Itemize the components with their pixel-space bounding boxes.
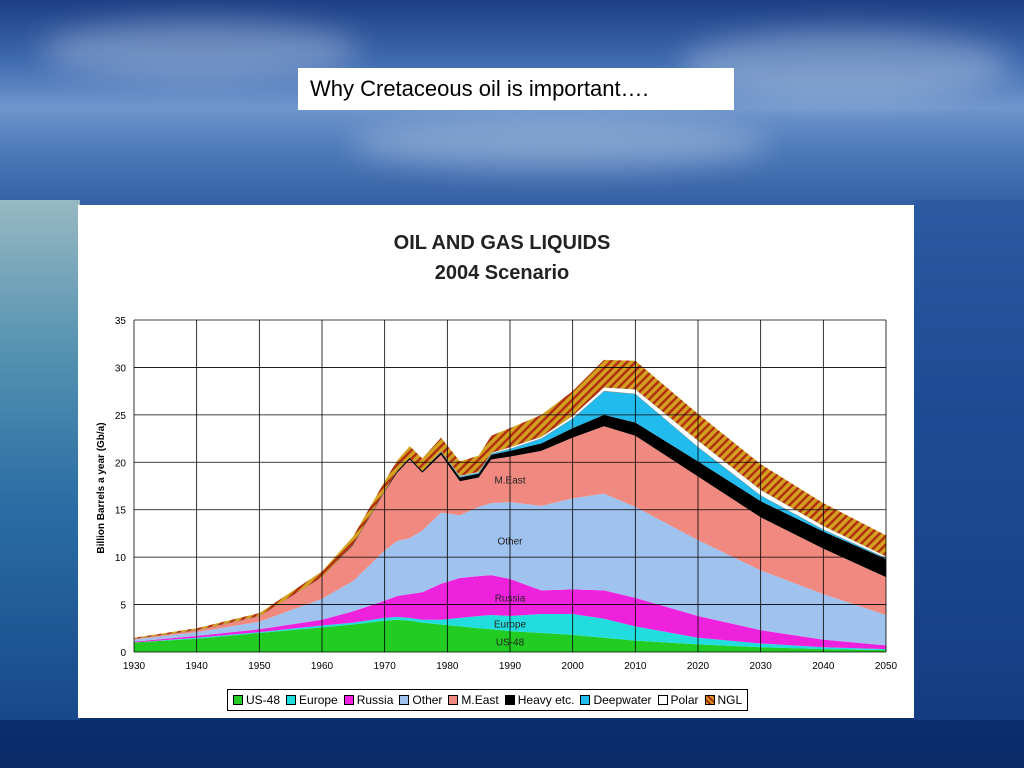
legend-label: M.East	[461, 693, 499, 707]
legend-label: Other	[412, 693, 443, 707]
x-tick-label: 1940	[186, 661, 209, 672]
x-tick-label: 2050	[875, 661, 898, 672]
sea-background-left	[0, 200, 80, 720]
legend-label: Europe	[299, 693, 338, 707]
legend-label: Heavy etc.	[517, 693, 575, 707]
sea-background-right	[914, 200, 1024, 720]
legend-item: Russia	[343, 693, 394, 707]
y-tick-label: 30	[115, 363, 127, 374]
cloud-decoration	[680, 30, 1010, 100]
legend-item: Europe	[286, 693, 338, 707]
grid-lines	[133, 319, 887, 653]
series-labels: M.East Other Russia Europe US-48	[494, 475, 527, 648]
y-tick-label: 10	[115, 553, 127, 564]
y-tick-label: 0	[120, 648, 126, 659]
chart-title: OIL AND GAS LIQUIDS	[394, 232, 611, 254]
legend-swatch	[657, 695, 668, 705]
chart-legend: US-48 Europe Russia Other M.East Heavy etc. De…	[227, 689, 749, 711]
legend-label: US-48	[246, 693, 281, 707]
series-label: Russia	[495, 593, 526, 604]
legend-label: Deepwater	[593, 693, 652, 707]
series-label: Europe	[494, 620, 527, 631]
x-tick-label: 2000	[562, 661, 585, 672]
x-tick-label: 1950	[248, 661, 271, 672]
legend-item: M.East	[448, 693, 499, 707]
legend-item: Heavy etc.	[504, 693, 575, 707]
x-tick-label: 1980	[436, 661, 459, 672]
series-label: Other	[497, 537, 523, 548]
cloud-decoration	[350, 120, 770, 170]
y-tick-label: 5	[120, 601, 126, 612]
legend-item: Polar	[657, 693, 699, 707]
legend-swatch	[704, 695, 715, 705]
x-tick-label: 1930	[123, 661, 146, 672]
chart-subtitle: 2004 Scenario	[435, 262, 570, 284]
legend-item: Other	[399, 693, 442, 707]
y-tick-label: 35	[115, 316, 127, 327]
y-tick-label: 25	[115, 411, 127, 422]
legend-item: NGL	[704, 693, 743, 707]
legend-swatch	[580, 695, 591, 705]
y-axis-label: Billion Barrels a year (Gb/a)	[96, 422, 107, 553]
y-tick-label: 20	[115, 458, 127, 469]
legend-swatch	[233, 695, 243, 705]
x-tick-label: 2010	[624, 661, 647, 672]
series-label: M.East	[494, 475, 525, 486]
legend-swatch	[448, 695, 459, 705]
legend-label: Polar	[670, 693, 699, 707]
legend-label: Russia	[356, 693, 394, 707]
legend-swatch	[343, 695, 354, 705]
x-tick-label: 1960	[311, 661, 334, 672]
legend-swatch	[399, 695, 410, 705]
x-tick-label: 1970	[374, 661, 397, 672]
legend-item: US-48	[233, 693, 280, 707]
legend-item: Deepwater	[580, 693, 652, 707]
series-label: US-48	[496, 638, 525, 649]
x-tick-label: 1990	[499, 661, 522, 672]
slide-title: Why Cretaceous oil is important….	[298, 68, 734, 110]
x-tick-label: 2040	[812, 661, 835, 672]
x-tick-label: 2030	[750, 661, 773, 672]
chart-panel: OIL AND GAS LIQUIDS 2004 Scenario 1930 19…	[78, 205, 914, 718]
legend-label: NGL	[717, 693, 743, 707]
y-tick-label: 15	[115, 506, 127, 517]
x-tick-label: 2020	[687, 661, 710, 672]
legend-swatch	[286, 695, 297, 705]
axis-ticks: 1930 1940 1950 1960 1970 1980 1990 2000 2010 2020…	[115, 316, 898, 672]
area-chart: OIL AND GAS LIQUIDS 2004 Scenario 1930 19…	[96, 232, 898, 672]
legend-swatch	[504, 695, 515, 705]
